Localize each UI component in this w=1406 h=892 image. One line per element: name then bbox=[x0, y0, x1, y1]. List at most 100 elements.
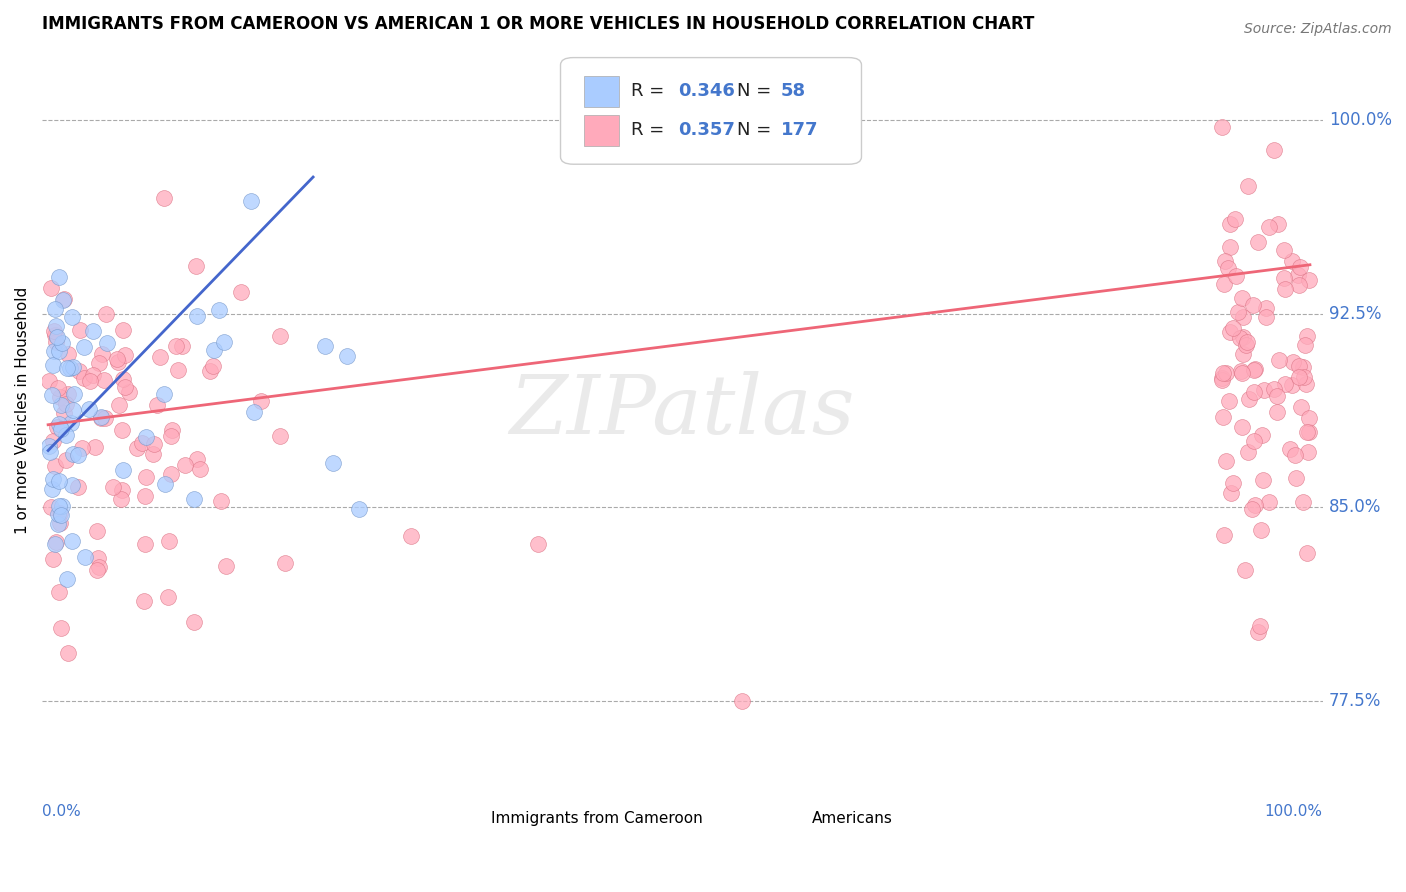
Point bbox=[91, 347, 114, 361]
Point bbox=[45, 335, 67, 350]
Point bbox=[1292, 494, 1315, 508]
Point bbox=[1250, 523, 1272, 537]
Point bbox=[135, 430, 157, 444]
Point bbox=[1230, 367, 1253, 381]
Point bbox=[1294, 337, 1316, 351]
Point bbox=[243, 405, 266, 419]
Text: Source: ZipAtlas.com: Source: ZipAtlas.com bbox=[1244, 22, 1392, 37]
Point bbox=[55, 428, 77, 442]
Point bbox=[1292, 369, 1315, 384]
Point bbox=[131, 435, 153, 450]
Point bbox=[1274, 281, 1296, 295]
Point bbox=[1241, 297, 1264, 311]
Point bbox=[1215, 453, 1237, 467]
FancyBboxPatch shape bbox=[446, 807, 481, 832]
Point bbox=[94, 307, 117, 321]
Point bbox=[1223, 212, 1246, 227]
Point bbox=[1281, 254, 1303, 268]
Point bbox=[1258, 495, 1281, 509]
Point bbox=[105, 352, 128, 367]
Point bbox=[1243, 434, 1265, 449]
Point bbox=[101, 480, 124, 494]
Point bbox=[1229, 331, 1251, 345]
Point bbox=[1289, 260, 1312, 274]
Point bbox=[188, 461, 211, 475]
Point bbox=[1296, 329, 1319, 343]
Point bbox=[44, 458, 66, 473]
Point bbox=[186, 310, 208, 324]
Point bbox=[39, 500, 62, 515]
Point bbox=[49, 508, 72, 522]
Point bbox=[269, 429, 291, 443]
Point bbox=[53, 406, 76, 420]
Point bbox=[1236, 338, 1258, 352]
Point bbox=[1288, 359, 1310, 373]
Point bbox=[45, 535, 67, 549]
Point bbox=[39, 280, 62, 294]
Point bbox=[127, 441, 149, 455]
Point bbox=[1296, 445, 1319, 459]
Point bbox=[1267, 389, 1289, 403]
Point bbox=[44, 537, 66, 551]
Point bbox=[114, 380, 136, 394]
Point bbox=[183, 491, 205, 506]
Point bbox=[1268, 353, 1291, 368]
Point bbox=[202, 343, 225, 357]
Text: N =: N = bbox=[737, 121, 778, 139]
Point bbox=[1298, 272, 1320, 286]
Point bbox=[274, 556, 297, 570]
Point bbox=[1218, 394, 1240, 409]
Point bbox=[67, 364, 90, 378]
Point bbox=[1295, 545, 1317, 559]
Point bbox=[1215, 366, 1237, 380]
Point bbox=[1296, 425, 1319, 439]
Point bbox=[73, 371, 96, 385]
Point bbox=[38, 440, 60, 454]
Point bbox=[183, 615, 205, 630]
Point bbox=[39, 445, 62, 459]
Point bbox=[1212, 367, 1234, 381]
Point bbox=[41, 434, 63, 449]
Point bbox=[1243, 498, 1265, 512]
Point bbox=[1243, 384, 1265, 399]
Point bbox=[1215, 253, 1237, 268]
Point bbox=[38, 374, 60, 388]
Point bbox=[149, 350, 172, 364]
Point bbox=[44, 301, 66, 316]
Point bbox=[1212, 528, 1234, 542]
Point bbox=[160, 467, 183, 482]
Point bbox=[322, 456, 344, 470]
Point bbox=[48, 516, 70, 530]
Point bbox=[111, 483, 134, 498]
Point bbox=[49, 506, 72, 520]
Text: 92.5%: 92.5% bbox=[1329, 305, 1382, 323]
Point bbox=[1219, 325, 1241, 339]
Point bbox=[1263, 382, 1285, 396]
Text: IMMIGRANTS FROM CAMEROON VS AMERICAN 1 OR MORE VEHICLES IN HOUSEHOLD CORRELATION: IMMIGRANTS FROM CAMEROON VS AMERICAN 1 O… bbox=[42, 15, 1035, 33]
Point bbox=[86, 563, 108, 577]
Point bbox=[165, 339, 187, 353]
Point bbox=[67, 448, 90, 462]
Point bbox=[209, 494, 232, 508]
Point bbox=[249, 394, 271, 409]
Point bbox=[114, 348, 136, 362]
Point bbox=[90, 409, 112, 424]
Point bbox=[1298, 425, 1320, 439]
Point bbox=[112, 323, 135, 337]
Text: 58: 58 bbox=[780, 82, 806, 101]
Point bbox=[1243, 361, 1265, 376]
Point bbox=[60, 310, 83, 324]
Point bbox=[1285, 471, 1308, 485]
Point bbox=[134, 537, 156, 551]
Point bbox=[1251, 473, 1274, 487]
Point bbox=[51, 336, 73, 351]
Point bbox=[143, 437, 166, 451]
Point bbox=[1219, 240, 1241, 254]
Point bbox=[60, 478, 83, 492]
Text: 177: 177 bbox=[780, 121, 818, 139]
Point bbox=[526, 536, 548, 550]
Point bbox=[112, 372, 135, 386]
Point bbox=[48, 343, 70, 358]
Point bbox=[1211, 120, 1233, 135]
Point bbox=[44, 324, 66, 338]
